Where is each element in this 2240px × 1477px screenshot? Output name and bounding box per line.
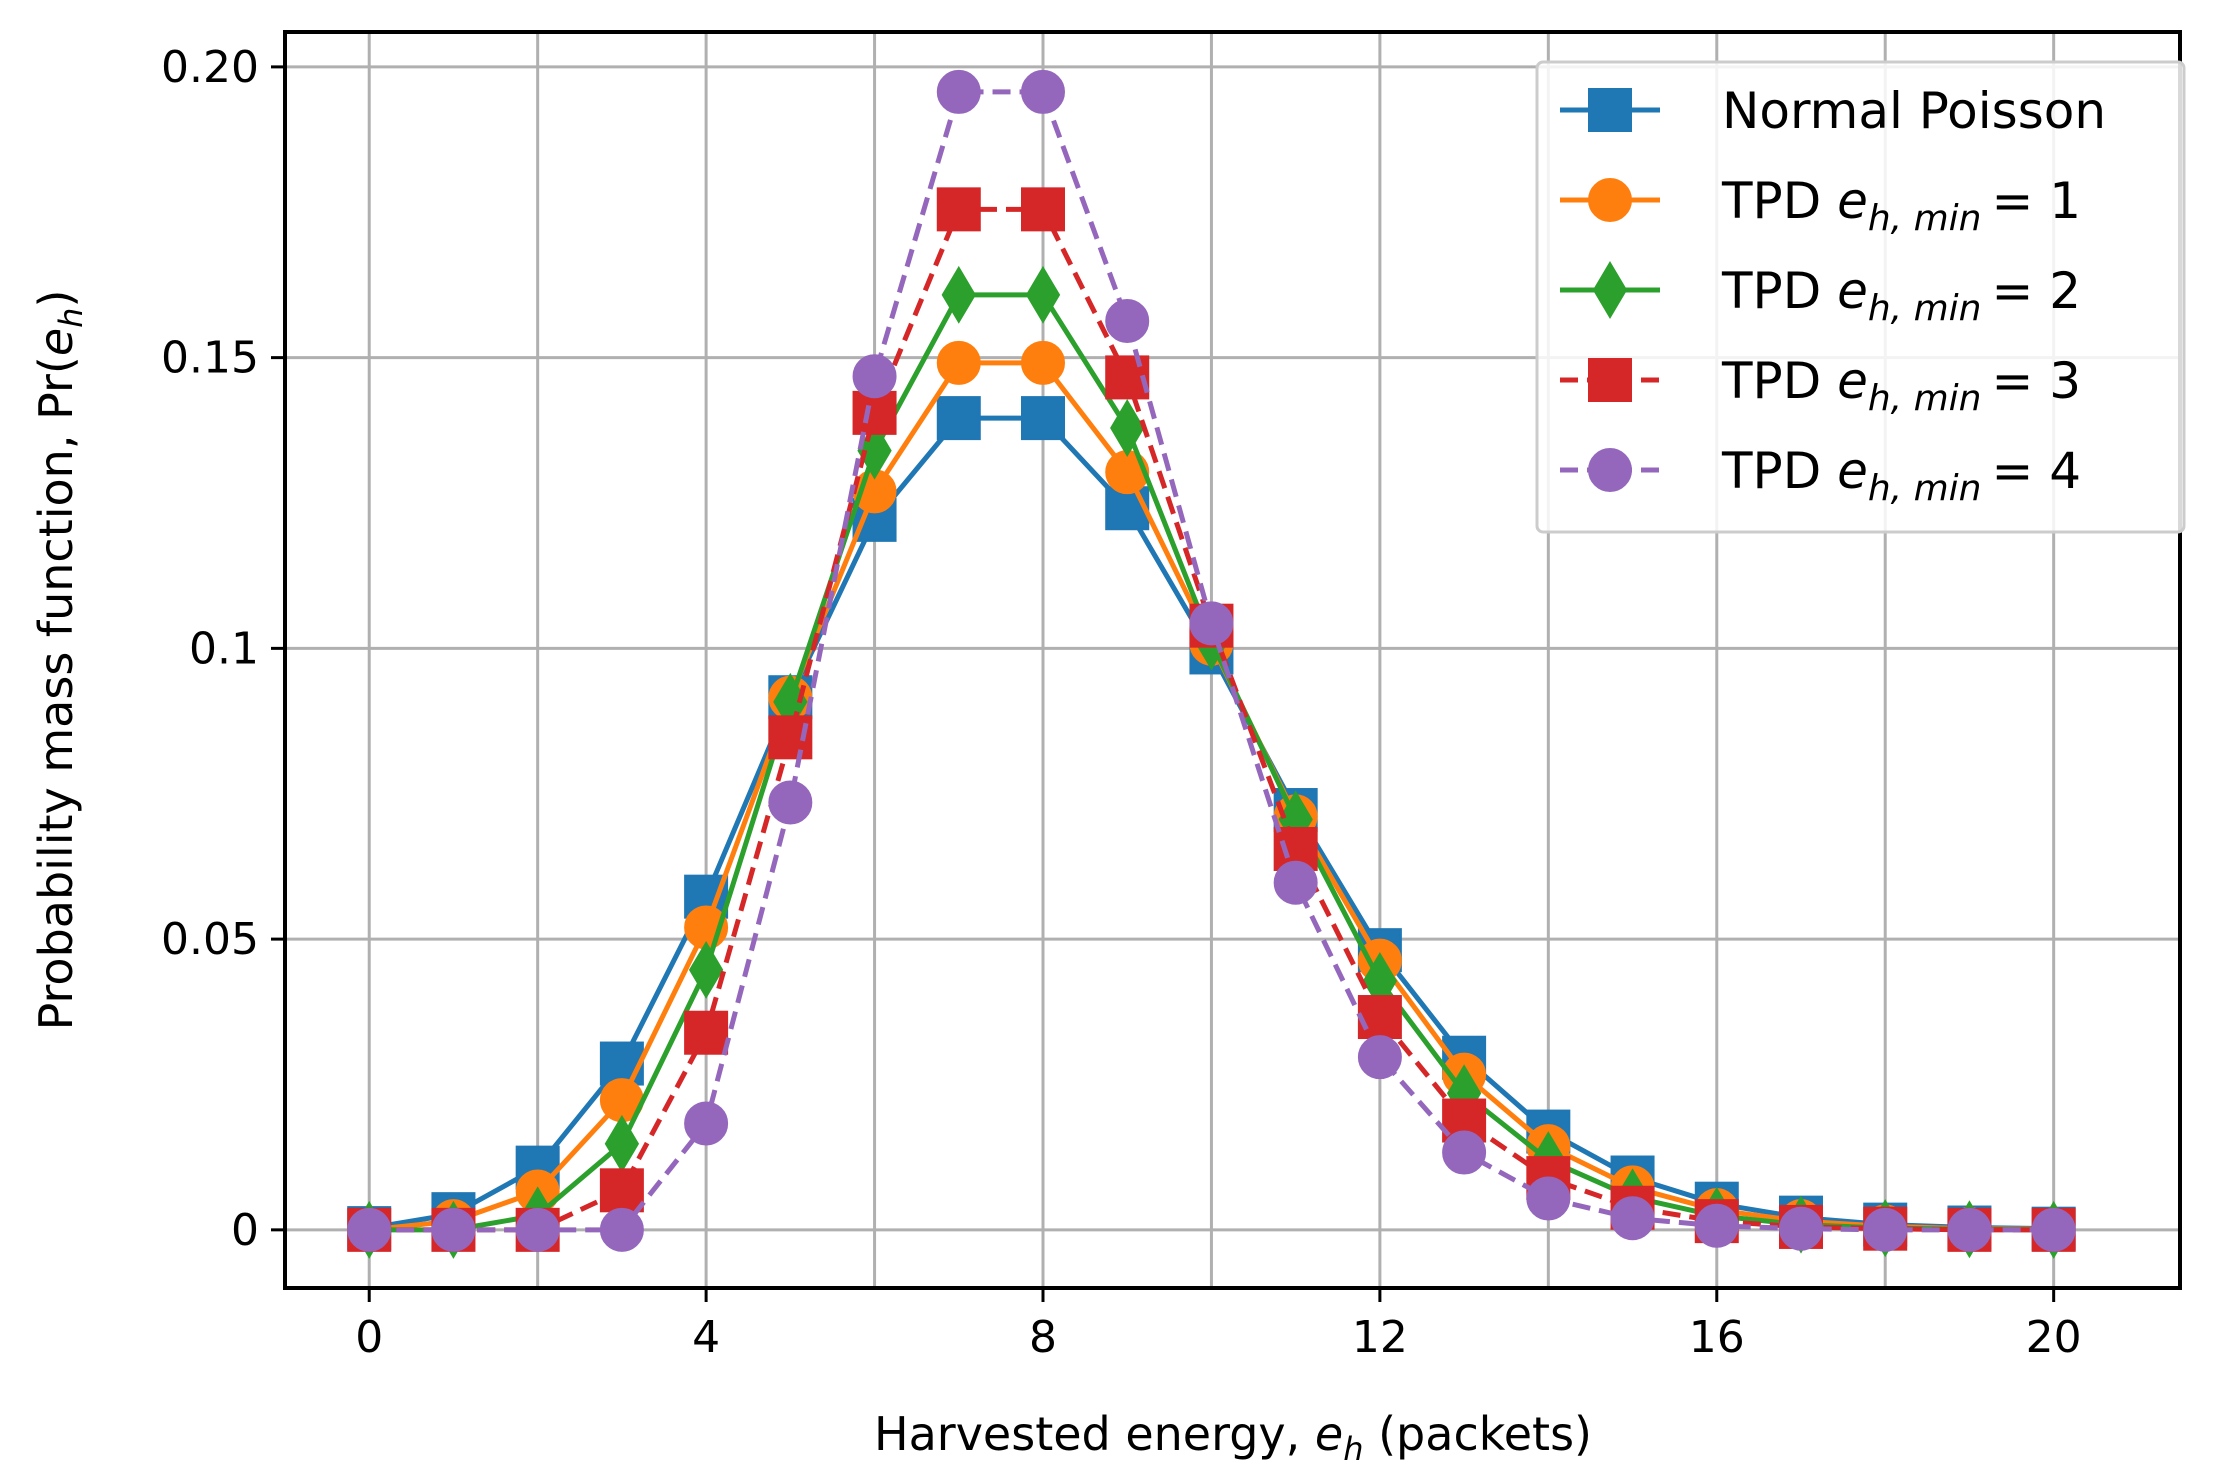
x-axis-title: Harvested energy, eh (packets)	[874, 1407, 1592, 1468]
legend-entry-4: TPD eh, min = 3	[1560, 352, 2081, 419]
y-tick-label: 0	[231, 1205, 259, 1256]
data-point	[941, 265, 976, 324]
x-tick-label: 16	[1689, 1312, 1745, 1363]
legend-entry-5: TPD eh, min = 4	[1560, 442, 2081, 509]
legend-entry-3: TPD eh, min = 2	[1560, 261, 2081, 329]
legend-marker	[1588, 358, 1632, 402]
data-point	[1105, 450, 1150, 495]
x-axis: 0 4 8 12 16 20	[355, 1288, 2082, 1363]
data-point	[684, 1010, 729, 1055]
data-point	[2031, 1207, 2076, 1252]
plot-frame	[283, 30, 2182, 1290]
data-point	[1357, 1035, 1402, 1080]
data-point	[431, 1207, 476, 1252]
data-point	[1526, 1176, 1571, 1221]
data-point	[852, 354, 897, 399]
y-axis-title: Probability mass function, Pr(eh)	[29, 290, 90, 1031]
data-point	[1694, 1203, 1739, 1248]
data-point	[1610, 1196, 1655, 1241]
data-point	[1021, 69, 1065, 114]
legend-box	[1535, 60, 2186, 534]
legend-entry-2: TPD eh, min = 1	[1560, 172, 2081, 239]
data-point	[852, 390, 897, 435]
x-tick-label: 4	[692, 1312, 720, 1363]
data-point	[1021, 396, 1065, 441]
data-point	[1947, 1207, 1992, 1252]
data-point	[1021, 340, 1065, 385]
legend-label: TPD eh, min = 1	[1721, 172, 2081, 239]
legend-label: TPD eh, min = 2	[1721, 262, 2081, 329]
data-point	[1189, 601, 1234, 646]
data-point	[936, 69, 981, 114]
data-point	[936, 396, 981, 441]
data-point	[1105, 298, 1150, 343]
data-point	[515, 1207, 560, 1252]
y-tick-label: 0.1	[189, 623, 259, 674]
legend-marker	[1588, 88, 1632, 132]
x-tick-label: 12	[1352, 1312, 1408, 1363]
y-axis: 0 0.05 0.1 0.15 0.20	[161, 42, 285, 1256]
data-point	[1442, 1130, 1487, 1175]
x-tick-label: 8	[1029, 1312, 1057, 1363]
legend-marker	[1592, 261, 1628, 319]
y-tick-label: 0.20	[161, 42, 259, 93]
y-tick-label: 0.15	[161, 333, 259, 384]
legend-entry-1: Normal Poisson	[1560, 82, 2106, 140]
data-point	[936, 187, 981, 232]
legend-label: Normal Poisson	[1722, 82, 2106, 140]
legend-label: TPD eh, min = 4	[1721, 442, 2081, 509]
data-point	[688, 940, 724, 999]
data-point	[599, 1168, 644, 1213]
x-tick-label: 0	[355, 1312, 383, 1363]
legend-marker	[1588, 178, 1632, 222]
y-tick-label: 0.05	[161, 914, 259, 965]
legend-marker	[1588, 448, 1632, 492]
data-point	[684, 1101, 729, 1146]
data-point	[599, 1041, 644, 1086]
series-5	[347, 69, 2076, 1252]
legend-label: TPD eh, min = 3	[1721, 352, 2081, 419]
data-point	[768, 780, 813, 825]
data-point	[1863, 1207, 1908, 1252]
x-tick-label: 20	[2026, 1312, 2082, 1363]
data-point	[1273, 860, 1318, 905]
data-point	[599, 1207, 644, 1252]
data-point	[1025, 265, 1061, 324]
data-point	[1021, 187, 1065, 232]
series-layer	[347, 69, 2076, 1259]
data-point	[1110, 399, 1145, 457]
data-point	[1779, 1206, 1823, 1251]
data-point	[1357, 995, 1402, 1040]
legend: Normal Poisson TPD eh, min = 1 TPD eh, min =…	[1535, 60, 2186, 534]
data-point	[347, 1207, 392, 1252]
data-point	[936, 340, 981, 385]
